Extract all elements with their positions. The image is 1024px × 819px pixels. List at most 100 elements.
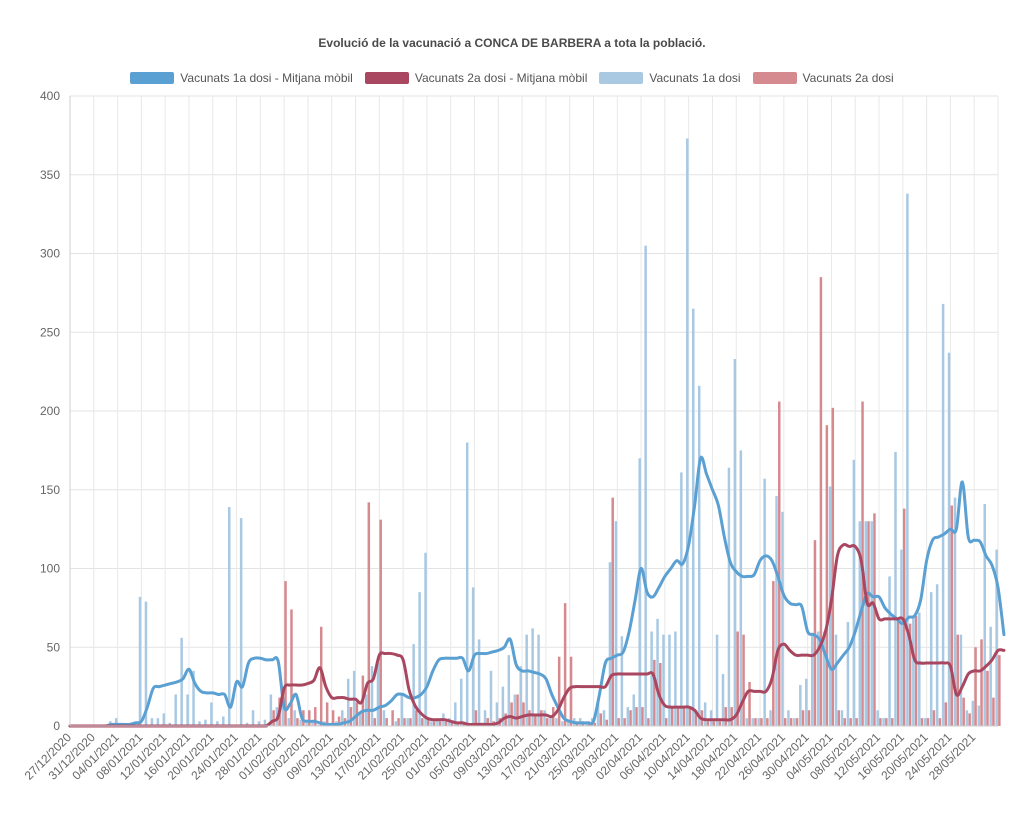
bar-2a-dosi — [938, 718, 942, 727]
legend-item-2a-mobil[interactable]: Vacunats 2a dosi - Mitjana mòbil — [364, 68, 587, 88]
bar-1a-dosi — [793, 718, 796, 727]
bar-2a-dosi — [629, 710, 632, 726]
bar-2a-dosi — [421, 718, 424, 727]
bar-1a-dosi — [602, 710, 606, 726]
bar-2a-dosi — [891, 718, 894, 727]
bar-2a-dosi — [718, 721, 722, 726]
bar-2a-dosi — [831, 407, 835, 726]
bar-2a-dosi — [748, 681, 751, 726]
bar-1a-dosi — [412, 644, 415, 726]
legend-item-1a-mobil[interactable]: Vacunats 1a dosi - Mitjana mòbil — [130, 68, 353, 88]
bar-2a-dosi — [712, 721, 716, 726]
bar-2a-dosi — [611, 497, 614, 727]
bar-1a-dosi — [376, 663, 380, 726]
bar-1a-dosi — [727, 467, 731, 726]
bar-1a-dosi — [959, 634, 963, 726]
line-1a-dosi-mitjana — [68, 455, 1006, 728]
legend-swatch-2a — [752, 72, 797, 84]
bar-1a-dosi — [638, 458, 641, 726]
bar-2a-dosi — [450, 722, 454, 726]
legend-item-1a[interactable]: Vacunats 1a dosi — [599, 68, 741, 88]
bar-1a-dosi — [882, 718, 885, 727]
bar-1a-dosi — [245, 722, 249, 726]
bar-1a-dosi — [567, 721, 570, 726]
bar-1a-dosi — [180, 637, 183, 726]
bar-1a-dosi — [537, 634, 540, 726]
bar-1a-dosi — [935, 584, 939, 726]
bar-1a-dosi — [210, 702, 213, 727]
bar-1a-dosi — [923, 718, 927, 727]
bar-2a-dosi — [665, 718, 668, 727]
bar-1a-dosi — [983, 503, 986, 726]
bar-2a-dosi — [557, 656, 561, 726]
bar-2a-dosi — [337, 716, 341, 726]
bar-1a-dosi — [251, 710, 255, 726]
line-2a-dosi-mitjana — [68, 542, 1006, 728]
bar-1a-dosi — [156, 718, 160, 727]
bar-2a-dosi — [706, 721, 710, 726]
bar-2a-dosi — [932, 710, 936, 726]
bar-1a-dosi — [614, 521, 618, 726]
bar-1a-dosi — [929, 592, 933, 727]
bar-2a-dosi — [379, 519, 382, 726]
legend-label-1a: Vacunats 1a dosi — [649, 71, 741, 85]
bar-2a-dosi — [843, 718, 846, 727]
bar-1a-dosi — [816, 631, 820, 726]
bar-2a-dosi — [730, 707, 733, 726]
bar-1a-dosi — [644, 245, 647, 727]
bar-1a-dosi — [287, 718, 290, 727]
bar-2a-dosi — [325, 702, 329, 727]
y-tick-label: 0 — [53, 719, 60, 733]
bar-1a-dosi — [204, 719, 207, 726]
bar-2a-dosi — [563, 603, 567, 726]
bar-2a-dosi — [474, 710, 478, 726]
bar-2a-dosi — [391, 710, 394, 726]
bar-1a-dosi — [751, 718, 754, 727]
bar-1a-dosi — [525, 634, 528, 726]
bar-1a-dosi — [888, 576, 891, 727]
bar-1a-dosi — [894, 451, 897, 726]
legend-item-2a[interactable]: Vacunats 2a dosi — [752, 68, 894, 88]
bar-1a-dosi — [864, 521, 867, 726]
bar-2a-dosi — [641, 707, 644, 726]
bar-2a-dosi — [528, 710, 531, 726]
bar-1a-dosi — [656, 618, 659, 726]
bar-1a-dosi — [626, 707, 630, 726]
bar-1a-dosi — [501, 686, 505, 727]
bar-1a-dosi — [763, 478, 766, 726]
bar-1a-dosi — [370, 666, 374, 726]
bar-1a-dosi — [686, 138, 689, 726]
bar-2a-dosi — [438, 721, 442, 726]
chart-legend: Vacunats 1a dosi - Mitjana mòbil Vacunat… — [0, 68, 1024, 88]
bar-1a-dosi — [745, 718, 749, 727]
bar-1a-dosi — [858, 521, 862, 726]
bar-1a-dosi — [477, 639, 481, 727]
bar-2a-dosi — [284, 581, 287, 726]
bar-1a-dosi — [918, 612, 921, 726]
bar-2a-dosi — [795, 718, 799, 727]
bar-2a-dosi — [783, 718, 787, 727]
bar-1a-dosi — [549, 718, 552, 727]
bar-2a-dosi — [926, 718, 930, 727]
bar-2a-dosi — [670, 707, 674, 726]
bar-1a-dosi — [227, 507, 231, 726]
bar-2a-dosi — [647, 718, 650, 727]
bar-1a-dosi — [341, 710, 344, 726]
bar-2a-dosi — [540, 710, 543, 726]
bar-1a-dosi — [459, 678, 463, 726]
bar-1a-dosi — [846, 622, 850, 726]
bar-2a-dosi — [819, 277, 823, 727]
bar-1a-dosi — [382, 710, 386, 726]
bar-2a-dosi — [950, 505, 954, 726]
bar-2a-dosi — [653, 659, 656, 726]
bar-2a-dosi — [385, 718, 388, 727]
bar-2a-dosi — [676, 707, 680, 726]
bar-1a-dosi — [697, 385, 701, 726]
y-tick-label: 150 — [40, 483, 60, 497]
bar-2a-dosi — [605, 719, 609, 726]
bar-1a-dosi — [965, 710, 969, 726]
bar-2a-dosi — [980, 639, 983, 727]
bar-2a-dosi — [736, 631, 739, 726]
bar-2a-dosi — [682, 707, 686, 726]
bar-1a-dosi — [186, 694, 189, 726]
